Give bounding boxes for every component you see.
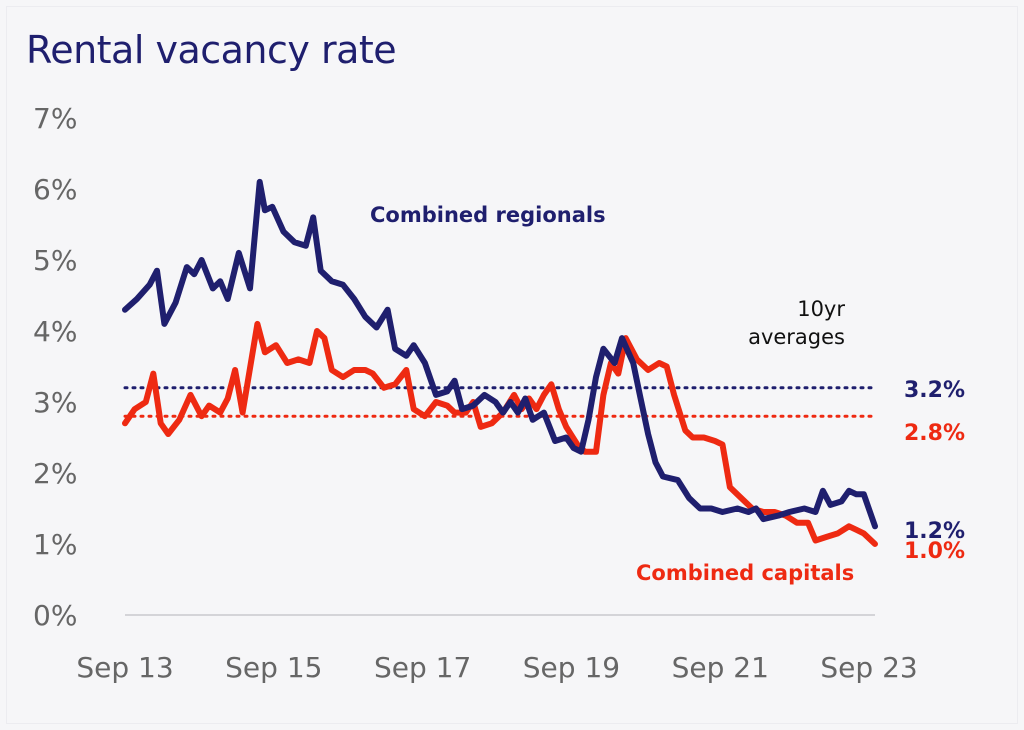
x-tick-label: Sep 19 — [523, 651, 620, 684]
series-label-capitals: Combined capitals — [636, 561, 854, 585]
chart-title: Rental vacancy rate — [26, 28, 397, 72]
avg-label-capitals: 2.8% — [904, 421, 965, 446]
x-tick-label: Sep 23 — [820, 651, 917, 684]
y-tick-label: 1% — [33, 528, 77, 561]
y-tick-label: 3% — [33, 386, 77, 419]
chart-frame — [6, 6, 1018, 724]
x-tick-label: Sep 13 — [76, 651, 173, 684]
avg-label-regionals: 3.2% — [904, 378, 965, 403]
x-tick-label: Sep 15 — [225, 651, 322, 684]
y-tick-label: 5% — [33, 244, 77, 277]
series-line-capitals — [122, 320, 878, 547]
y-tick-label: 4% — [33, 315, 77, 348]
annotation-line-1: 10yr — [797, 297, 845, 321]
latest-label-regionals: 1.2% — [904, 519, 965, 544]
latest-label-capitals: 1.0% — [904, 539, 965, 564]
y-tick-label: 7% — [33, 102, 77, 135]
annotation-line-2: averages — [748, 325, 845, 349]
series-label-regionals: Combined regionals — [370, 203, 606, 227]
x-tick-label: Sep 17 — [374, 651, 471, 684]
y-tick-label: 2% — [33, 457, 77, 490]
y-tick-label: 6% — [33, 173, 77, 206]
series-line-regionals — [122, 178, 878, 530]
y-tick-label: 0% — [33, 599, 77, 632]
x-tick-label: Sep 21 — [672, 651, 769, 684]
